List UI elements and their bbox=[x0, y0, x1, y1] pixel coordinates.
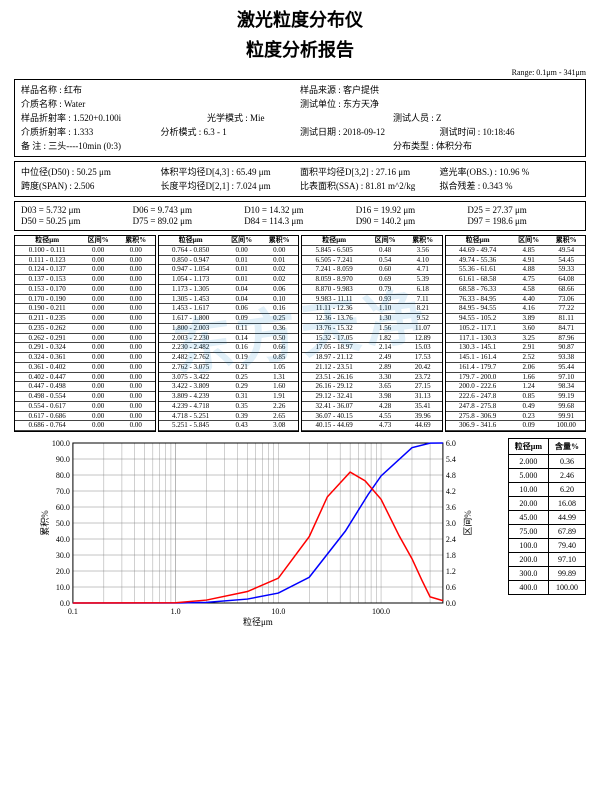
svg-text:10.0: 10.0 bbox=[271, 607, 285, 616]
svg-text:1.2: 1.2 bbox=[446, 567, 456, 576]
d-val: D10 = 14.32 μm bbox=[244, 205, 356, 215]
svg-text:0.0: 0.0 bbox=[446, 599, 456, 608]
info: 测试日期 : 2018-09-12 bbox=[300, 125, 440, 138]
d-val: D50 = 50.25 μm bbox=[21, 216, 133, 226]
svg-text:0.1: 0.1 bbox=[68, 607, 78, 616]
info: 比表面积(SSA) : 81.81 m^2/kg bbox=[300, 179, 440, 192]
info: 面积平均径D[3,2] : 27.16 μm bbox=[300, 165, 440, 178]
svg-text:60.0: 60.0 bbox=[56, 503, 70, 512]
sub-title: 粒度分析报告 bbox=[14, 36, 586, 62]
svg-text:50.0: 50.0 bbox=[56, 519, 70, 528]
d-val: D03 = 5.732 μm bbox=[21, 205, 133, 215]
svg-text:粒径μm: 粒径μm bbox=[243, 616, 273, 627]
info-box-1: 样品名称 : 红布样品来源 : 客户提供 介质名称 : Water测试单位 : … bbox=[14, 79, 586, 157]
info: 测试人员 : Z bbox=[393, 111, 579, 124]
d-val: D75 = 89.02 μm bbox=[133, 216, 245, 226]
svg-text:40.0: 40.0 bbox=[56, 535, 70, 544]
info: 拟合残差 : 0.343 % bbox=[440, 179, 580, 192]
particle-chart: 0.0 10.0 20.0 30.0 40.0 50.0 60.0 70.0 80.0 90.0 1… bbox=[14, 438, 502, 628]
info: 光学模式 : Mie bbox=[207, 111, 393, 124]
svg-text:3.6: 3.6 bbox=[446, 503, 456, 512]
info: 介质折射率 : 1.333 bbox=[21, 125, 161, 138]
info-box-3: D03 = 5.732 μmD06 = 9.743 μmD10 = 14.32 … bbox=[14, 201, 586, 231]
info: 备 注 : 三头----10min (0:3) bbox=[21, 139, 393, 152]
report-page: 东方天净 激光粒度分布仪 粒度分析报告 Range: 0.1μm - 341μm… bbox=[0, 0, 600, 638]
svg-text:4.2: 4.2 bbox=[446, 487, 456, 496]
svg-text:90.0: 90.0 bbox=[56, 455, 70, 464]
d-val: D16 = 19.92 μm bbox=[356, 205, 468, 215]
percentile-table: 粒径μm含量%2.0000.365.0002.4610.006.2020.001… bbox=[508, 438, 586, 595]
svg-text:3.0: 3.0 bbox=[446, 519, 456, 528]
svg-text:100.0: 100.0 bbox=[372, 607, 390, 616]
svg-text:累积%: 累积% bbox=[39, 510, 50, 536]
d-val: D06 = 9.743 μm bbox=[133, 205, 245, 215]
svg-text:100.0: 100.0 bbox=[52, 439, 70, 448]
svg-text:80.0: 80.0 bbox=[56, 471, 70, 480]
svg-text:70.0: 70.0 bbox=[56, 487, 70, 496]
svg-text:4.8: 4.8 bbox=[446, 471, 456, 480]
svg-text:5.4: 5.4 bbox=[446, 455, 456, 464]
info: 遮光率(OBS.) : 10.96 % bbox=[440, 165, 580, 178]
info: 分析模式 : 6.3 - 1 bbox=[161, 125, 301, 138]
d-val: D97 = 198.6 μm bbox=[467, 216, 579, 226]
info: 测试时间 : 10:18:46 bbox=[440, 125, 580, 138]
info: 跨度(SPAN) : 2.506 bbox=[21, 179, 161, 192]
d-val: D25 = 27.37 μm bbox=[467, 205, 579, 215]
main-title: 激光粒度分布仪 bbox=[14, 6, 586, 32]
info: 体积平均径D[4,3] : 65.49 μm bbox=[161, 165, 301, 178]
d-val: D90 = 140.2 μm bbox=[356, 216, 468, 226]
info: 测试单位 : 东方天净 bbox=[300, 97, 579, 110]
info: 样品名称 : 红布 bbox=[21, 83, 300, 96]
svg-text:区间%: 区间% bbox=[462, 510, 473, 536]
info: 样品折射率 : 1.520+0.100i bbox=[21, 111, 207, 124]
distribution-table: 粒径μm区间%累积%0.100 - 0.1110.000.000.111 - 0… bbox=[14, 235, 586, 432]
info: 分布类型 : 体积分布 bbox=[393, 139, 579, 152]
info: 中位径(D50) : 50.25 μm bbox=[21, 165, 161, 178]
info: 长度平均径D[2,1] : 7.024 μm bbox=[161, 179, 301, 192]
info-box-2: 中位径(D50) : 50.25 μm体积平均径D[4,3] : 65.49 μ… bbox=[14, 161, 586, 197]
range-text: Range: 0.1μm - 341μm bbox=[14, 68, 586, 77]
svg-text:1.8: 1.8 bbox=[446, 551, 456, 560]
svg-text:2.4: 2.4 bbox=[446, 535, 456, 544]
svg-text:10.0: 10.0 bbox=[56, 583, 70, 592]
svg-text:30.0: 30.0 bbox=[56, 551, 70, 560]
svg-text:1.0: 1.0 bbox=[171, 607, 181, 616]
info: 样品来源 : 客户提供 bbox=[300, 83, 579, 96]
d-val: D84 = 114.3 μm bbox=[244, 216, 356, 226]
svg-text:6.0: 6.0 bbox=[446, 439, 456, 448]
svg-text:20.0: 20.0 bbox=[56, 567, 70, 576]
svg-text:0.6: 0.6 bbox=[446, 583, 456, 592]
info: 介质名称 : Water bbox=[21, 97, 300, 110]
